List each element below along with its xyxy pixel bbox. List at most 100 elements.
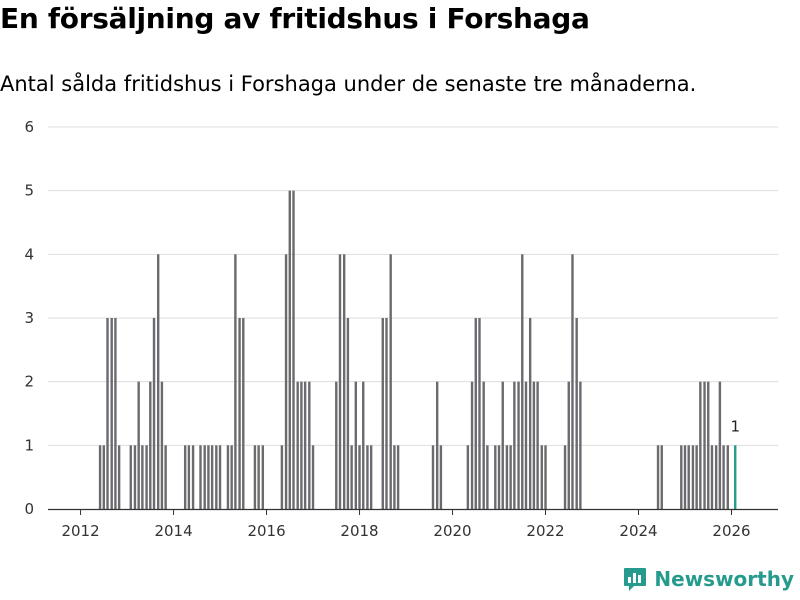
bar [117, 445, 121, 509]
bar [335, 381, 338, 509]
bar [680, 445, 683, 509]
bar [210, 445, 214, 509]
bar [102, 445, 105, 509]
bar [261, 445, 265, 509]
bar [563, 445, 567, 509]
bar [98, 445, 102, 509]
bar [660, 445, 663, 509]
bar [238, 318, 241, 509]
bar [431, 445, 435, 509]
y-tick-label: 1 [24, 436, 34, 454]
bar [389, 254, 392, 509]
bar [292, 190, 295, 509]
bar [707, 381, 710, 509]
chart-subtitle: Antal sålda fritidshus i Forshaga under … [0, 72, 697, 96]
bar [486, 445, 489, 509]
bar [288, 190, 291, 509]
bar [129, 445, 132, 509]
y-tick-label: 2 [24, 373, 34, 391]
bar [149, 381, 152, 509]
bar [509, 445, 512, 509]
bar [494, 445, 497, 509]
x-tick-label: 2018 [340, 522, 378, 540]
x-tick-label: 2022 [526, 522, 564, 540]
bar [435, 381, 439, 509]
newsworthy-brand: Newsworthy [622, 566, 794, 592]
y-tick-label: 6 [24, 118, 34, 136]
bar [528, 318, 532, 509]
bar [308, 381, 311, 509]
bar [253, 445, 257, 509]
bar [521, 254, 524, 509]
bar [505, 445, 509, 509]
bar [470, 381, 474, 509]
bar [540, 445, 543, 509]
bar [141, 445, 144, 509]
bar [656, 445, 660, 509]
bar-series [98, 190, 737, 509]
y-tick-label: 3 [24, 309, 34, 327]
bar [579, 381, 582, 509]
y-axis-ticks: 0 1 2 3 4 5 6 [24, 118, 34, 518]
bar [145, 445, 148, 509]
bar [296, 381, 299, 509]
bar [439, 445, 443, 509]
bar [338, 254, 342, 509]
bar [133, 445, 137, 509]
x-tick-label: 2020 [433, 522, 471, 540]
bar [191, 445, 195, 509]
bar [156, 254, 160, 509]
bar-latest [734, 445, 737, 509]
bar [369, 445, 373, 509]
chart-title: En försäljning av fritidshus i Forshaga [0, 2, 590, 35]
bar [342, 254, 346, 509]
bar [722, 445, 725, 509]
bar [164, 445, 167, 509]
bar [710, 445, 714, 509]
bar [114, 318, 117, 509]
x-tick-label: 2026 [712, 522, 750, 540]
bar [714, 445, 718, 509]
bar [203, 445, 206, 509]
bar [524, 381, 528, 509]
bar [699, 381, 702, 509]
bar [226, 445, 230, 509]
bar [183, 445, 187, 509]
bar [687, 445, 690, 509]
bar [366, 445, 369, 509]
bar [187, 445, 191, 509]
bar [501, 381, 504, 509]
bar [354, 381, 358, 509]
bar [536, 381, 539, 509]
gridlines [48, 126, 778, 446]
bar [517, 381, 520, 509]
bar [346, 318, 350, 509]
bar [726, 445, 729, 509]
y-tick-label: 4 [24, 245, 34, 263]
bar [215, 445, 218, 509]
bar [257, 445, 260, 509]
bar-chart-chat-icon [624, 568, 647, 591]
bar [106, 318, 109, 509]
bar [393, 445, 396, 509]
x-tick-label: 2024 [619, 522, 657, 540]
bar [474, 318, 477, 509]
bar [303, 381, 307, 509]
bar [575, 318, 578, 509]
bar [300, 381, 303, 509]
bar [230, 445, 233, 509]
bar [350, 445, 353, 509]
y-tick-label: 5 [24, 182, 34, 200]
bar [234, 254, 237, 509]
bar [358, 445, 361, 509]
bar [137, 381, 140, 509]
bar [567, 381, 570, 509]
bar [160, 381, 164, 509]
bar [381, 318, 384, 509]
bar [207, 445, 210, 509]
bar [571, 254, 574, 509]
bar [544, 445, 547, 509]
bar [110, 318, 113, 509]
bar [532, 381, 536, 509]
